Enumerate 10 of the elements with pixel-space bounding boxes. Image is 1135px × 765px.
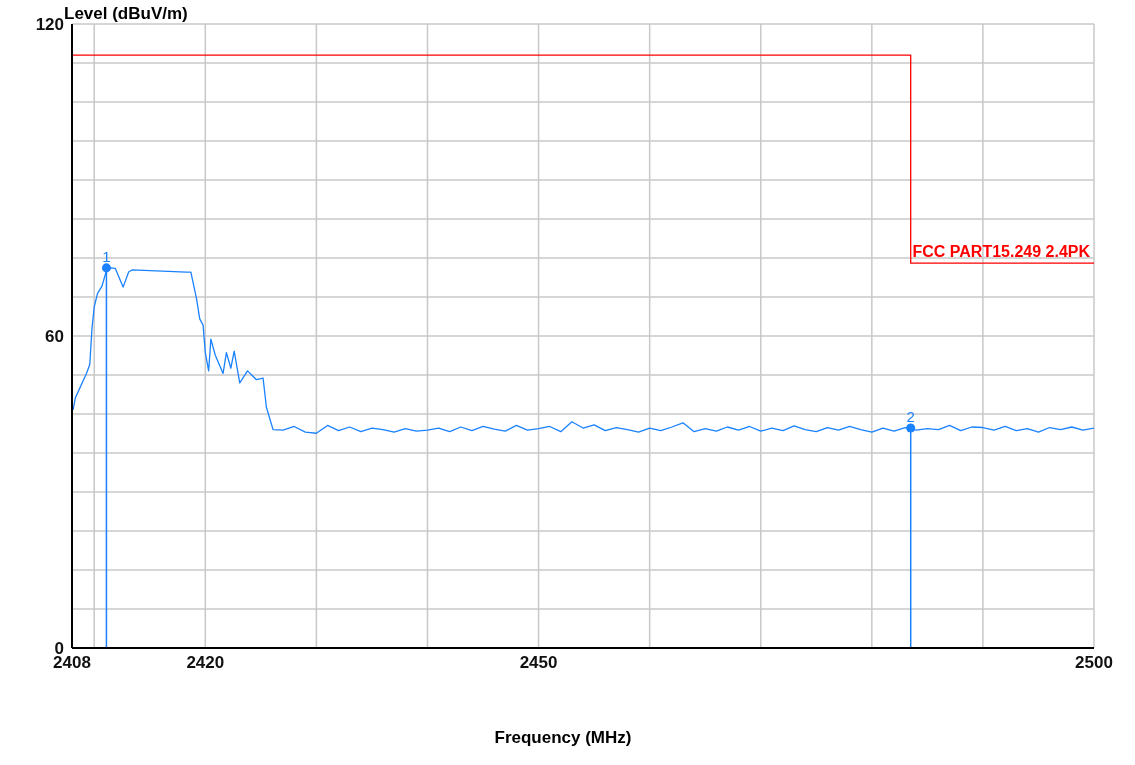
y-tick-label: 120 (35, 15, 64, 35)
annotation: 1 (102, 247, 111, 265)
x-tick-label: 2450 (519, 653, 558, 673)
x-axis-title: Frequency (MHz) (493, 728, 633, 748)
y-tick-label: 60 (45, 327, 64, 347)
x-tick-label: 2420 (186, 653, 225, 673)
x-tick-label: 2500 (1075, 653, 1113, 673)
annotation: 2 (906, 408, 915, 426)
series-label: FCC PART15.249 2.4PK (912, 243, 1091, 261)
y-axis-title: Level (dBuV/m) (64, 4, 188, 24)
